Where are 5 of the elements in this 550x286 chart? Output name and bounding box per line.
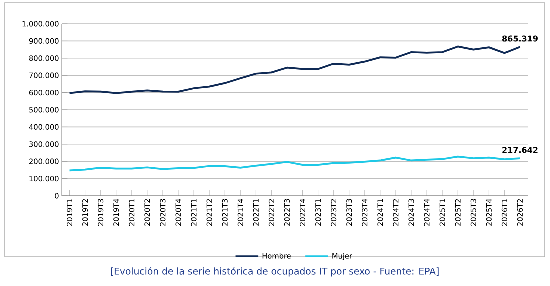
text: [Evolución de la serie histórica de ocupados IT por sexo - Fuente: EPA] (111, 267, 439, 277)
data-label: 865.319 (502, 36, 538, 42)
line-series (68, 46, 522, 94)
data-label: 217.642 (502, 147, 538, 154)
line-series (68, 156, 522, 172)
